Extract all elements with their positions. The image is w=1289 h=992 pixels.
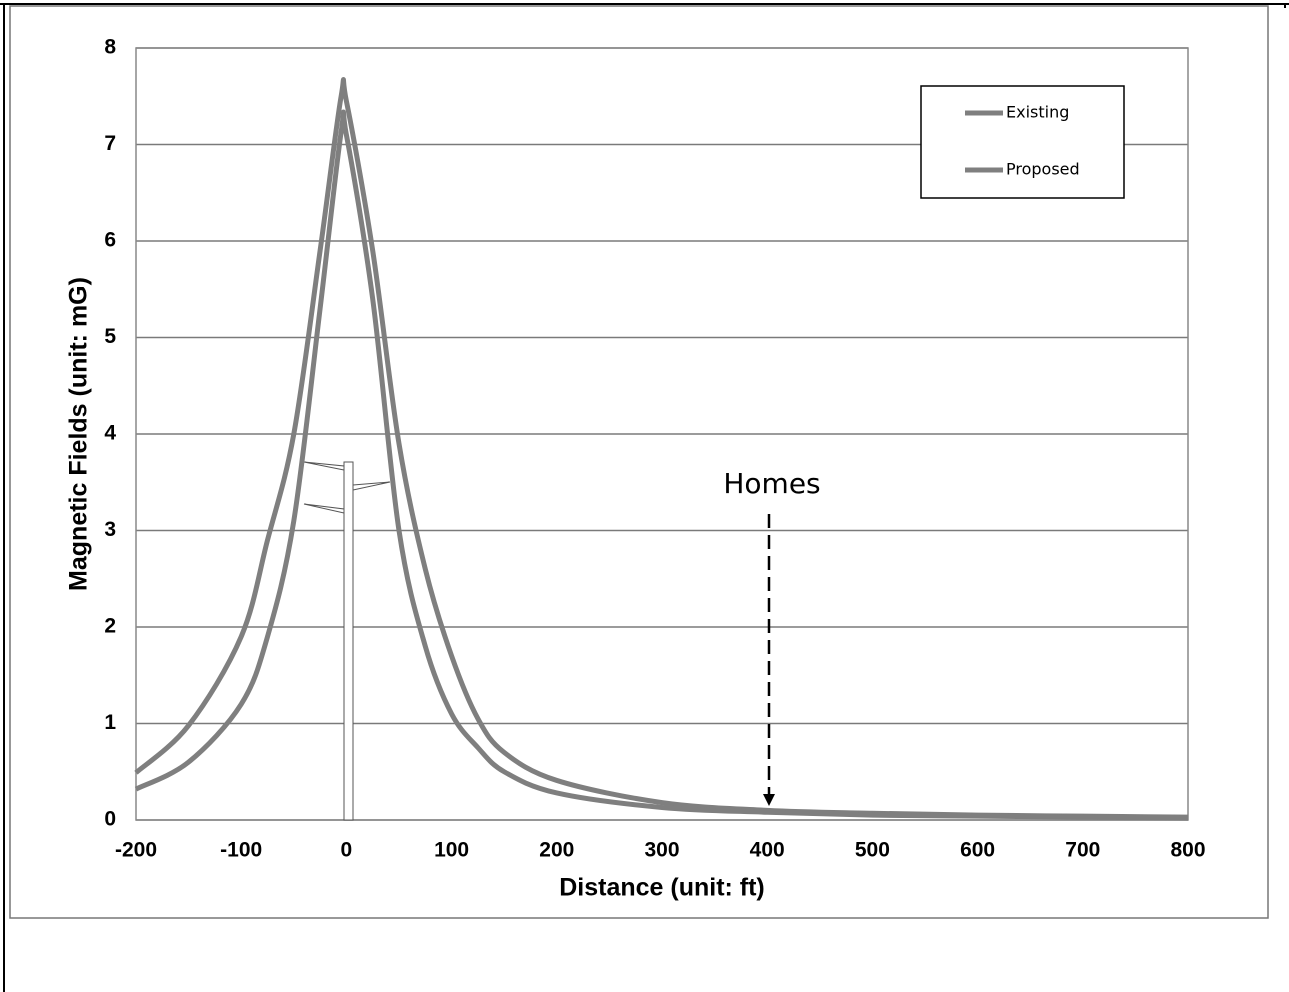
y-tick-label: 1 [104, 711, 116, 734]
x-tick-label: 300 [644, 839, 679, 862]
y-tick-label: 8 [104, 36, 116, 59]
y-tick-label: 0 [104, 808, 116, 831]
legend-label: Existing [1006, 103, 1069, 122]
y-tick-label: 7 [104, 132, 116, 155]
y-axis-title: Magnetic Fields (unit: mG) [65, 277, 93, 591]
legend-label: Proposed [1006, 160, 1080, 179]
series-line [134, 109, 1189, 821]
plot-area [135, 47, 1189, 821]
lines [134, 77, 1189, 821]
y-tick-label: 4 [104, 422, 116, 445]
y-tick-label: 2 [104, 615, 116, 638]
y-tick-label: 6 [104, 229, 116, 252]
x-tick-label: -100 [220, 839, 262, 862]
legend-box [920, 85, 1125, 199]
x-tick-label: 100 [434, 839, 469, 862]
annotation: Homes [723, 467, 820, 500]
x-tick-label: 500 [855, 839, 890, 862]
x-tick-label: 800 [1170, 839, 1205, 862]
annotation-arrowhead [763, 794, 775, 806]
x-axis-title: Distance (unit: ft) [559, 874, 765, 902]
chart-frame [9, 5, 1269, 919]
x-tick-label: 200 [539, 839, 574, 862]
x-tick-label: 400 [750, 839, 785, 862]
x-tick-label: 600 [960, 839, 995, 862]
y-tick-label: 3 [104, 518, 116, 541]
legend: Existing Proposed [920, 85, 1125, 199]
x-tick-label: -200 [115, 839, 157, 862]
pole-drawing [303, 461, 391, 821]
x-tick-label: 700 [1065, 839, 1100, 862]
y-tick-label: 5 [104, 325, 116, 348]
x-tick-label: 0 [341, 839, 353, 862]
